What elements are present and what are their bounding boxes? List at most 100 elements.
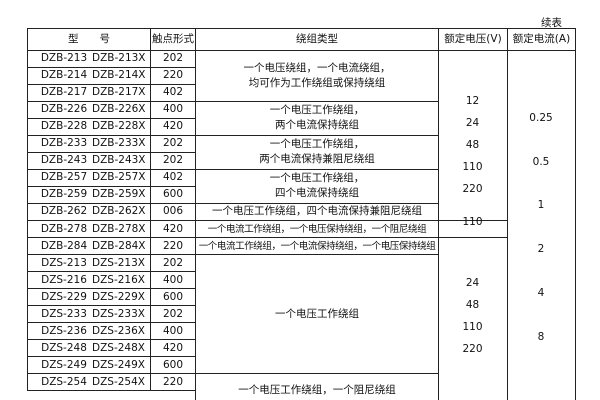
contact-form-cell: 402 [150, 168, 196, 187]
header-cell: 型 号 [27, 28, 151, 51]
contact-form: 420 [162, 120, 184, 133]
contact-form: 400 [162, 324, 184, 337]
model-number: DZB-259 [40, 188, 88, 201]
contact-form: 202 [162, 137, 184, 150]
contact-form-cell: 202 [150, 134, 196, 153]
winding-type-line: 一个电压工作绕组， [269, 172, 365, 185]
contact-form: 400 [162, 103, 184, 116]
model-cell: DZB-214 DZB-214X [27, 66, 151, 85]
rated-current-cell [507, 49, 576, 400]
contact-form: 400 [162, 273, 184, 286]
model-number: DZS-236 [41, 324, 87, 337]
model-cell: DZS-236 DZS-236X [27, 322, 151, 341]
model-number: DZS-216 [41, 273, 87, 286]
winding-type-cell: 一个电流工作绕组，一个电压保持绕组，一个阻尼绕组 [195, 220, 439, 239]
model-cell: DZB-217 DZB-217X [27, 83, 151, 102]
model-cell: DZB-284 DZB-284X [27, 237, 151, 256]
contact-form-cell: 400 [150, 100, 196, 119]
winding-type-line: 四个电流保持绕组 [275, 187, 359, 200]
contact-form-cell: 400 [150, 271, 196, 290]
winding-type-cell: 一个电压工作绕组 [195, 254, 439, 375]
winding-type-line: 一个电流工作绕组，一个电压保持绕组，一个阻尼绕组 [207, 223, 427, 235]
contact-form: 202 [162, 256, 184, 269]
model-number: DZS-233 [41, 307, 87, 320]
rated-voltage-cell [438, 237, 508, 400]
contact-form: 402 [162, 171, 184, 184]
contact-form-cell: 220 [150, 237, 196, 256]
winding-type-cell: 一个电压工作绕组， 两个电流保持兼阻尼绕组 [195, 134, 439, 170]
model-number: DZB-243 [40, 154, 88, 167]
rated-current-value: 8 [537, 331, 545, 343]
model-number-x: DZB-257X [92, 171, 146, 184]
model-number-x: DZS-248X [92, 341, 145, 354]
model-cell: DZB-228 DZB-228X [27, 117, 151, 136]
model-number-x: DZB-228X [92, 120, 146, 133]
header-label: 绕组类型 [296, 32, 338, 45]
winding-type-cell: 一个电压绕组，一个电流绕组， 均可作为工作绕组或保持绕组 [195, 49, 439, 102]
model-number-x: DZS-216X [92, 273, 145, 286]
model-number-x: DZB-226X [92, 103, 146, 116]
contact-form: 006 [162, 205, 184, 218]
rated-voltage-value: 220 [462, 182, 483, 195]
contact-form: 220 [162, 375, 184, 388]
contact-form-cell: 400 [150, 322, 196, 341]
winding-type-cell: 一个电压工作绕组，四个电流保持兼阻尼绕组 [195, 202, 439, 221]
model-cell: DZB-213 DZB-213X [27, 49, 151, 68]
contact-form: 420 [162, 222, 184, 235]
contact-form-cell: 202 [150, 254, 196, 273]
model-number-x: DZB-278X [92, 222, 146, 235]
contact-form: 220 [162, 239, 184, 252]
contact-form-cell: 600 [150, 185, 196, 204]
winding-type-cell: 一个电流工作绕组，一个电流保持绕组，一个电压保持绕组 [195, 237, 439, 256]
model-number: DZS-213 [41, 256, 87, 269]
model-cell: DZS-213 DZS-213X [27, 254, 151, 273]
contact-form-cell: 420 [150, 339, 196, 358]
rated-voltage-cell [438, 49, 508, 221]
rated-voltage-value: 24 [465, 277, 480, 289]
model-cell: DZB-262 DZB-262X [27, 202, 151, 221]
rated-current-value: 1 [537, 199, 545, 211]
model-cell: DZS-233 DZS-233X [27, 305, 151, 324]
header-cell: 绕组类型 [195, 28, 439, 51]
contact-form: 420 [162, 341, 184, 354]
model-number-x: DZB-262X [92, 205, 146, 218]
model-number-x: DZB-217X [92, 86, 146, 99]
model-number-x: DZB-233X [92, 137, 146, 150]
winding-type-line: 一个电压工作绕组， [269, 138, 365, 151]
contact-form-cell: 220 [150, 66, 196, 85]
winding-type-cell: 一个电压工作绕组，一个阻尼绕组 [195, 373, 439, 400]
contact-form-cell: 006 [150, 202, 196, 221]
model-cell: DZS-249 DZS-249X [27, 356, 151, 375]
rated-current-value: 0.25 [529, 112, 553, 124]
rated-voltage-value: 220 [462, 343, 483, 355]
header-label: 型 号 [68, 32, 110, 45]
model-cell: DZB-259 DZB-259X [27, 185, 151, 204]
contact-form: 600 [162, 358, 184, 371]
continued-label: 续表 [541, 17, 562, 29]
winding-type-cell: 一个电压工作绕组， 四个电流保持绕组 [195, 168, 439, 204]
model-number-x: DZS-236X [92, 324, 145, 337]
winding-type-line: 均可作为工作绕组或保持绕组 [248, 76, 386, 89]
winding-type-line: 一个电压绕组，一个电流绕组， [243, 61, 391, 74]
model-number: DZB-262 [40, 205, 88, 218]
model-number-x: DZB-213X [92, 52, 146, 65]
contact-form-cell: 202 [150, 49, 196, 68]
contact-form-cell: 600 [150, 288, 196, 307]
contact-form: 202 [162, 52, 184, 65]
header-label: 触点形式 [152, 32, 194, 45]
model-number-x: DZB-214X [92, 69, 146, 82]
model-number-x: DZS-233X [92, 307, 145, 320]
model-number: DZS-229 [41, 290, 87, 303]
rated-current-value: 4 [537, 287, 545, 299]
rated-voltage-value: 48 [465, 299, 480, 311]
model-cell: DZB-226 DZB-226X [27, 100, 151, 119]
model-number-x: DZS-229X [92, 290, 145, 303]
contact-form-cell: 420 [150, 220, 196, 239]
contact-form-cell: 600 [150, 356, 196, 375]
model-number-x: DZS-249X [92, 358, 145, 371]
rated-current-value: 0.5 [532, 156, 550, 168]
header-cell: 额定电压(V) [438, 28, 508, 51]
model-cell: DZB-257 DZB-257X [27, 168, 151, 187]
rated-voltage-value: 12 [465, 94, 480, 107]
